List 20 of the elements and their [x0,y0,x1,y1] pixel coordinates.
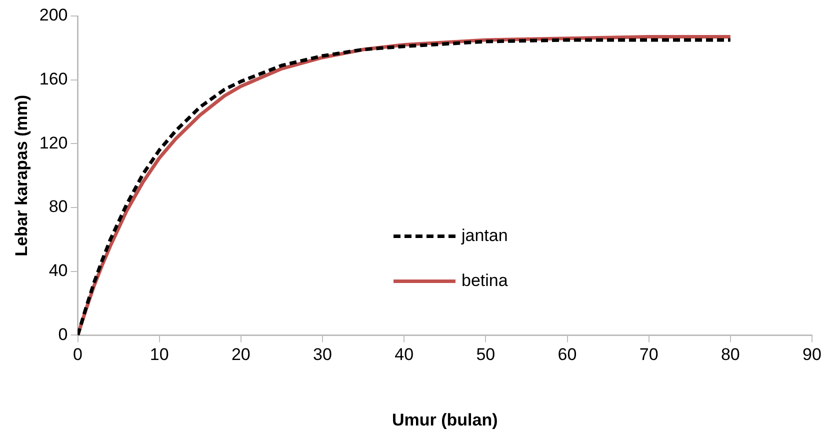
x-tick-label: 10 [150,345,169,364]
y-tick-label: 80 [48,197,68,216]
y-tick-label: 200 [39,6,68,25]
x-tick-label: 60 [558,345,577,364]
x-tick-label: 40 [394,345,414,364]
y-tick-label: 0 [58,324,68,344]
y-tick-label: 120 [39,133,68,152]
x-tick-label: 0 [73,345,82,364]
y-axis-title: Lebar karapas (mm) [12,94,31,256]
x-tick-label: 20 [231,345,250,364]
legend-label: betina [461,270,508,290]
y-tick-label: 40 [48,261,68,280]
x-axis-title: Umur (bulan) [392,410,498,430]
x-tick-label: 80 [720,345,740,364]
x-tick-label: 50 [476,345,496,364]
y-tick-label: 160 [39,70,68,89]
x-tick-label: 90 [802,345,822,364]
legend-label: jantan [460,226,508,245]
x-tick-label: 30 [313,345,332,364]
x-tick-label: 70 [639,345,658,364]
